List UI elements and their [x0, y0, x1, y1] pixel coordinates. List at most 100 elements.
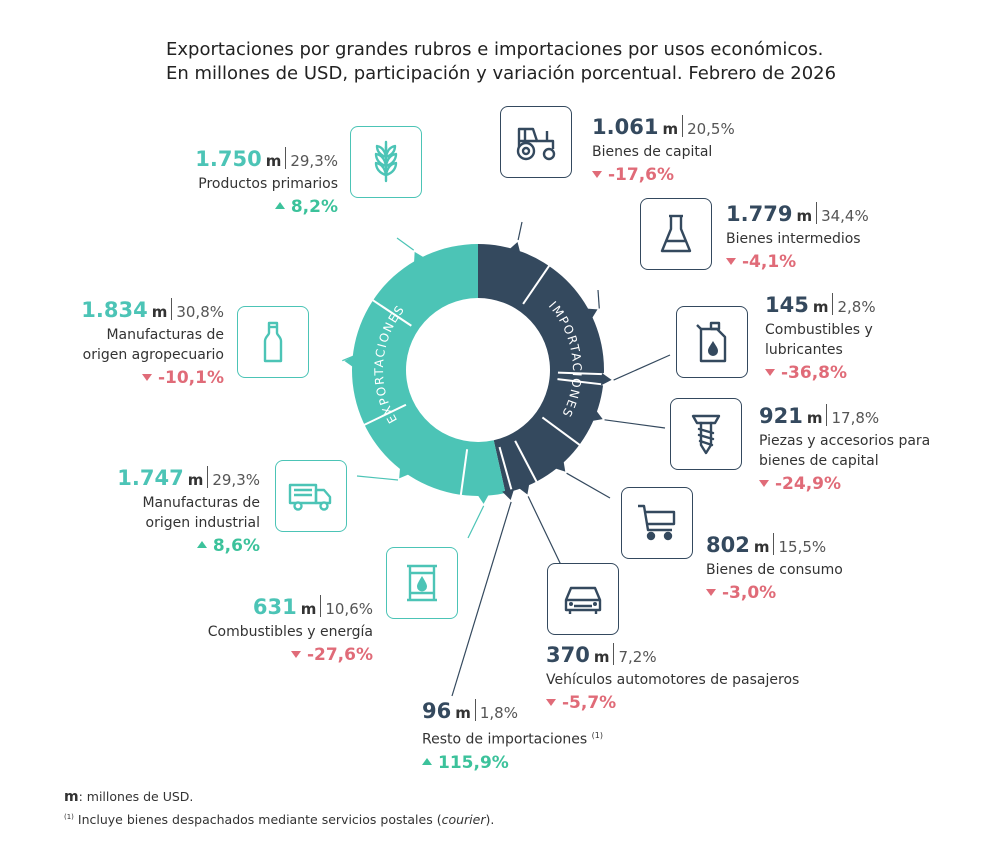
variation: 115,9%	[438, 752, 509, 773]
footer-courier-note: (1) Incluye bienes despachados mediante …	[64, 812, 494, 827]
down-arrow-icon	[290, 651, 301, 658]
note-italic: courier	[441, 812, 486, 827]
segment-notch	[344, 355, 355, 368]
export-leader-line	[356, 475, 399, 481]
combustibles-lubricantes-item: 145 m 2,8% Combustibles y lubricantes -36,…	[765, 292, 876, 386]
segment-notch	[476, 493, 490, 504]
label: Combustibles y energía	[207, 624, 373, 640]
export-divider	[370, 298, 412, 327]
bienes-intermedios-item: 1.779 m 34,4% Bienes intermedios -4,1%	[726, 201, 869, 275]
down-arrow-icon	[141, 374, 152, 381]
segment-notch	[585, 308, 598, 320]
unit: m	[753, 538, 770, 556]
variation: 8,2%	[290, 197, 338, 217]
share: 15,5%	[778, 538, 827, 556]
bottle-icon-box	[237, 306, 309, 378]
value: 631	[252, 595, 297, 619]
share: 29,3%	[212, 471, 260, 489]
label-line-2: origen agropecuario	[82, 347, 224, 363]
up-arrow-icon	[196, 541, 207, 548]
import-leader-line	[613, 354, 671, 381]
segment-notch	[508, 241, 521, 254]
vehiculos-item: 370 m 7,2% Vehículos automotores de pasaje…	[546, 642, 799, 716]
unit: m	[662, 120, 679, 138]
imports-arc	[478, 244, 605, 493]
variation: -36,8%	[781, 363, 848, 383]
label-text: Resto de importaciones	[422, 731, 588, 748]
import-divider	[498, 446, 514, 494]
label: Bienes de consumo	[706, 562, 843, 578]
unit-key: m	[64, 789, 79, 805]
segment-notch	[413, 251, 425, 264]
import-leader-line	[527, 496, 562, 566]
variation: -24,9%	[775, 474, 842, 494]
wheat-icon-box	[350, 126, 422, 198]
down-arrow-icon	[759, 480, 769, 487]
car-icon-box	[547, 563, 619, 635]
unit: m	[151, 303, 168, 321]
label-line-1: Combustibles y	[765, 322, 873, 338]
truck-icon-box	[275, 460, 347, 532]
title-line-2: En millones de USD, participación y vari…	[166, 63, 837, 84]
export-divider	[459, 449, 469, 497]
label-line-2: bienes de capital	[759, 453, 879, 469]
import-divider	[514, 440, 539, 484]
donut-ring	[344, 241, 612, 504]
import-divider	[557, 371, 606, 376]
segment-notch	[517, 482, 530, 495]
value: 370	[546, 643, 590, 667]
variation: -4,1%	[742, 252, 797, 272]
unit: m	[812, 298, 829, 316]
import-divider	[557, 378, 606, 386]
share: 7,2%	[618, 648, 657, 666]
down-arrow-icon	[726, 258, 736, 265]
note-text-2: ).	[485, 812, 495, 827]
variation: -17,6%	[608, 165, 675, 185]
flask-icon-box	[640, 198, 712, 270]
bienes-capital-item: 1.061 m 20,5% Bienes de capital -17,6%	[592, 114, 735, 188]
value: 1.061	[592, 115, 659, 139]
tractor-icon	[516, 127, 556, 161]
unit: m	[593, 648, 610, 666]
oil-barrel-icon	[407, 564, 437, 602]
title-line-1: Exportaciones por grandes rubros e impor…	[166, 39, 824, 60]
import-divider	[541, 416, 582, 447]
label-line-2: lubricantes	[765, 342, 843, 358]
leader-lines	[342, 221, 671, 697]
value: 1.750	[195, 147, 262, 171]
label-line-1: Manufacturas de	[106, 327, 224, 343]
value: 802	[706, 533, 750, 557]
segment-notch	[502, 488, 515, 500]
down-arrow-icon	[765, 369, 775, 376]
moi-item: 1.747 m 29,3% Manufacturas de origen indus…	[117, 465, 260, 559]
label: Bienes intermedios	[726, 231, 861, 247]
label-line-1: Piezas y accesorios para	[759, 433, 931, 449]
unit: m	[455, 704, 471, 722]
unit-text: : millones de USD.	[78, 789, 194, 804]
import-leader-line	[597, 289, 600, 309]
unit: m	[796, 207, 813, 225]
note-text-1: Incluye bienes despachados mediante serv…	[73, 812, 442, 827]
cart-icon-box	[621, 487, 693, 559]
label: Productos primarios	[198, 176, 338, 192]
exports-arc	[352, 244, 506, 496]
screw-icon-box	[670, 398, 742, 470]
share: 10,6%	[325, 600, 373, 618]
import-leader-line	[604, 419, 666, 429]
variation: -27,6%	[306, 645, 373, 665]
chart-title: Exportaciones por grandes rubros e impor…	[166, 38, 836, 86]
flask-icon	[660, 214, 692, 253]
bottle-icon	[263, 321, 283, 363]
productos-primarios-item: 1.750 m 29,3% Productos primarios 8,2%	[195, 146, 338, 220]
up-arrow-icon	[274, 202, 285, 209]
unit: m	[265, 152, 282, 170]
note-mark: (1)	[591, 731, 603, 740]
value: 1.747	[117, 466, 184, 490]
cart-icon	[638, 504, 676, 541]
label: Vehículos automotores de pasajeros	[546, 672, 800, 688]
down-arrow-icon	[706, 589, 716, 596]
label-line-1: Manufacturas de	[142, 495, 260, 511]
variation: 8,6%	[212, 536, 260, 556]
screw-icon	[691, 414, 721, 455]
